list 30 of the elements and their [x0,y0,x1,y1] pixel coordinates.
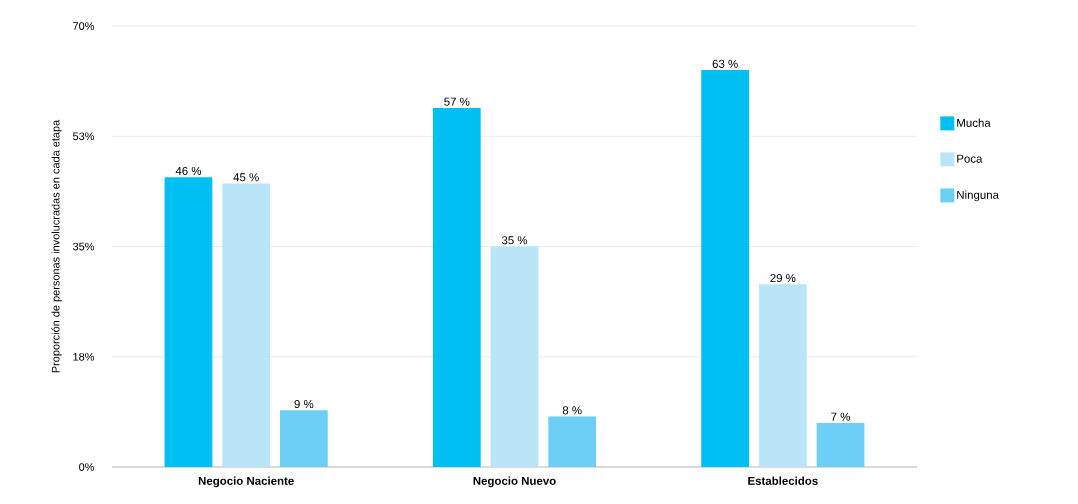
bar [758,284,807,467]
bar [279,410,328,467]
legend-label: Ninguna [957,190,999,202]
legend-label: Mucha [957,118,991,127]
legend-label: Poca [957,154,983,163]
x-tick-label: Negocio Nuevo [473,476,556,488]
data-label: 63 % [712,59,738,68]
x-tick-label: Establecidos [748,476,818,485]
bar [432,107,481,467]
bar [164,177,213,467]
y-tick-label: 18% [73,352,95,361]
data-label: 45 % [233,173,259,182]
y-tick-label: 70% [73,22,95,30]
data-label: 7 % [831,412,850,421]
data-label: 8 % [562,406,582,415]
data-label: 35 % [501,236,528,245]
bar [816,422,865,467]
bar [222,183,271,467]
y-axis-title: Proporción de personas involucradas en cada etapa [51,119,62,373]
bar [490,246,539,467]
y-tick-label: 53% [72,132,95,141]
y-tick-label: 0% [79,463,95,471]
data-label: 57 % [444,97,470,106]
x-tick-label: Negocio Naciente [198,476,294,488]
data-label: 46 % [175,166,202,175]
data-label: 9 % [294,399,314,409]
y-tick-label: 35% [72,242,95,251]
data-label: 29 % [770,273,796,283]
bar [701,70,750,467]
bar [548,416,597,467]
